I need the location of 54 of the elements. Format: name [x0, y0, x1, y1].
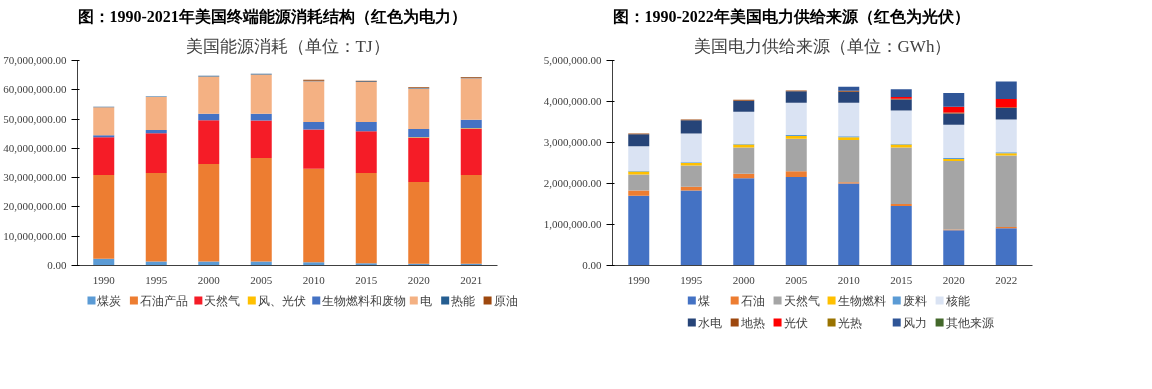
legend-label: 废料 — [902, 293, 927, 308]
x-tick-label: 2005 — [250, 273, 273, 286]
legend-label: 煤炭 — [97, 293, 122, 308]
y-tick-label: 50,000,000.00 — [3, 112, 67, 125]
y-tick-label: 60,000,000.00 — [3, 83, 67, 96]
legend-label: 风、光伏 — [257, 293, 306, 308]
legend-label: 石油 — [740, 293, 765, 308]
y-tick-label: 2,000,000.00 — [543, 177, 602, 189]
y-tick-label: 1,000,000.00 — [543, 218, 602, 230]
x-tick-label: 2000 — [197, 273, 221, 286]
x-tick-label: 2021 — [460, 273, 483, 286]
legend-label: 生物燃料和废物 — [322, 293, 407, 308]
legend-label: 光热 — [837, 315, 862, 330]
x-tick-label: 2010 — [837, 273, 861, 286]
y-tick-label: 3,000,000.00 — [543, 136, 602, 148]
legend-label: 生物燃料 — [837, 293, 886, 308]
legend-label: 原油 — [493, 293, 518, 308]
x-tick-label: 1995 — [680, 273, 703, 286]
y-tick-label: 4,000,000.00 — [543, 95, 602, 107]
x-tick-label: 1990 — [627, 273, 651, 286]
y-tick-label: 5,000,000.00 — [543, 54, 602, 66]
x-tick-label: 2010 — [302, 273, 326, 286]
legend-label: 石油产品 — [139, 293, 188, 308]
x-tick-label: 2022 — [995, 273, 1018, 286]
legend-label: 煤 — [697, 293, 710, 308]
legend-label: 电 — [419, 293, 432, 308]
legend-label: 地热 — [739, 315, 765, 330]
x-tick-label: 1995 — [145, 273, 168, 286]
x-tick-label: 2015 — [890, 273, 913, 286]
chart-subtitle: 美国能源消耗（单位：TJ） — [185, 36, 390, 56]
legend-label: 风力 — [902, 315, 927, 330]
y-tick-label: 10,000,000.00 — [3, 229, 67, 242]
chart-subtitle: 美国电力供给来源（单位：GWh） — [693, 36, 952, 56]
x-tick-label: 2015 — [355, 273, 378, 286]
y-tick-label: 20,000,000.00 — [3, 200, 67, 213]
legend-label: 天然气 — [783, 293, 820, 308]
legend-label: 天然气 — [204, 293, 241, 308]
legend-label: 水电 — [697, 315, 722, 330]
x-tick-label: 1990 — [92, 273, 116, 286]
legend-label: 其他来源 — [945, 315, 994, 330]
y-tick-label: 30,000,000.00 — [3, 171, 67, 184]
x-tick-label: 2020 — [942, 273, 966, 286]
x-tick-label: 2000 — [732, 273, 756, 286]
y-tick-label: 70,000,000.00 — [3, 54, 67, 66]
legend-label: 核能 — [944, 293, 970, 308]
y-tick-label: 0.00 — [582, 259, 602, 271]
chart-title: 图：1990-2021年美国终端能源消耗结构（红色为电力） — [77, 6, 467, 26]
x-tick-label: 2005 — [785, 273, 808, 286]
y-tick-label: 0.00 — [47, 259, 67, 271]
legend-label: 热能 — [451, 293, 476, 308]
chart-title: 图：1990-2022年美国电力供给来源（红色为光伏） — [612, 6, 970, 26]
y-tick-label: 40,000,000.00 — [3, 141, 67, 154]
x-tick-label: 2020 — [407, 273, 431, 286]
legend-label: 光伏 — [783, 315, 808, 330]
